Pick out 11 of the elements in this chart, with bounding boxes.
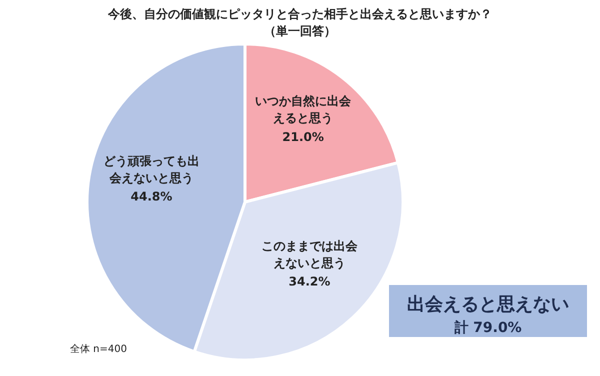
text: 計 79.0% <box>453 320 522 336</box>
slice-label: どう頑張っても出会えないと思う <box>103 152 200 187</box>
data-label: 34.2% <box>288 274 330 289</box>
text: 出会えると思えない <box>407 294 569 315</box>
chart-title: 今後、自分の価値観にピッタリと合った相手と出会えると思いますか？ <box>107 7 492 21</box>
slice-label: いつか自然に出会えると思う <box>255 93 352 128</box>
data-label: 44.8% <box>130 190 172 204</box>
slice-label: このままでは出会えないと思う <box>261 238 358 272</box>
text: 全体 n=400 <box>70 343 127 355</box>
data-label: 21.0% <box>282 130 324 144</box>
chart-subtitle: （単一回答） <box>264 24 336 38</box>
